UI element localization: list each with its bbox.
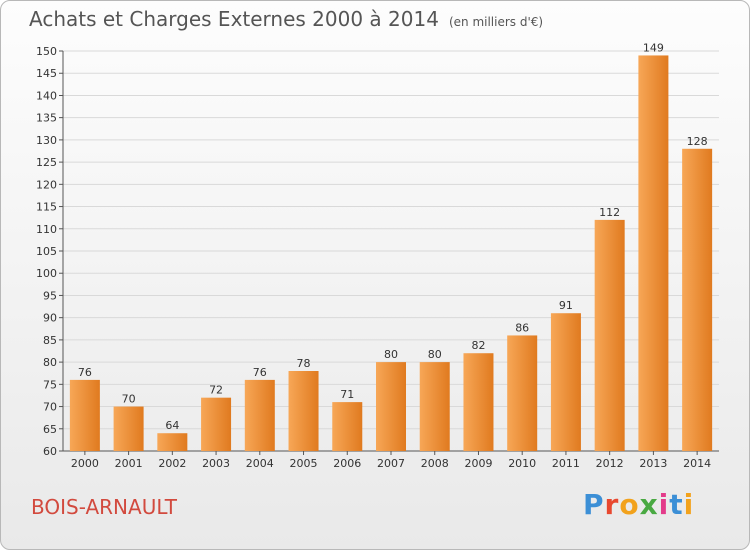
data-label-2006: 71 bbox=[340, 388, 354, 401]
y-tick-label: 75 bbox=[43, 378, 57, 391]
data-label-2010: 86 bbox=[515, 321, 529, 334]
x-tick-label-2006: 2006 bbox=[333, 457, 361, 470]
bar-2013 bbox=[638, 55, 669, 451]
data-label-2014: 128 bbox=[687, 135, 708, 148]
logo-letter: x bbox=[639, 488, 659, 521]
x-tick-label-2005: 2005 bbox=[290, 457, 318, 470]
bar-2003 bbox=[201, 397, 232, 451]
logo-letter: P bbox=[583, 488, 605, 521]
x-tick-label-2000: 2000 bbox=[71, 457, 99, 470]
x-tick-label-2001: 2001 bbox=[115, 457, 143, 470]
bar-2002 bbox=[157, 433, 188, 451]
y-tick-label: 120 bbox=[36, 178, 57, 191]
logo-letter: r bbox=[604, 488, 620, 521]
bar-2010 bbox=[507, 335, 538, 451]
bars bbox=[69, 55, 713, 451]
bar-2007 bbox=[376, 362, 406, 451]
logo-letter: i bbox=[658, 488, 670, 521]
data-label-2013: 149 bbox=[643, 41, 664, 54]
y-tick-label: 125 bbox=[36, 156, 57, 169]
y-tick-label: 115 bbox=[36, 201, 57, 214]
y-tick-label: 65 bbox=[43, 423, 57, 436]
y-tick-label: 85 bbox=[43, 334, 57, 347]
y-tick-label: 150 bbox=[36, 45, 57, 58]
y-tick-label: 100 bbox=[36, 267, 57, 280]
data-label-2003: 72 bbox=[209, 384, 223, 397]
y-tick-label: 105 bbox=[36, 245, 57, 258]
bar-2011 bbox=[550, 313, 581, 451]
x-tick-label-2002: 2002 bbox=[158, 457, 186, 470]
bar-2005 bbox=[288, 371, 319, 451]
bar-2009 bbox=[463, 353, 494, 451]
x-tick-label-2004: 2004 bbox=[246, 457, 274, 470]
logo-letter: o bbox=[619, 488, 640, 521]
data-label-2002: 64 bbox=[165, 419, 179, 432]
labels: 60 65 70 75 80 85 90 95 100 105 110 115 120 125 130 135… bbox=[36, 41, 711, 470]
bar-2004 bbox=[244, 379, 275, 451]
bar-2014 bbox=[682, 148, 713, 451]
y-tick-label: 60 bbox=[43, 445, 57, 458]
y-tick-label: 95 bbox=[43, 289, 57, 302]
logo-letter: i bbox=[683, 488, 695, 521]
data-label-2004: 76 bbox=[253, 366, 267, 379]
x-tick-label-2012: 2012 bbox=[596, 457, 624, 470]
bar-2012 bbox=[594, 219, 625, 451]
logo-letter: t bbox=[669, 488, 684, 521]
chart-title: Achats et Charges Externes 2000 à 2014 (e… bbox=[29, 7, 543, 31]
x-tick-label-2009: 2009 bbox=[464, 457, 492, 470]
data-label-2007: 80 bbox=[384, 348, 398, 361]
y-tick-label: 90 bbox=[43, 312, 57, 325]
bar-2006 bbox=[332, 402, 363, 451]
y-tick-label: 145 bbox=[36, 67, 57, 80]
bar-2000 bbox=[69, 379, 100, 451]
x-tick-label-2007: 2007 bbox=[377, 457, 405, 470]
data-label-2001: 70 bbox=[122, 393, 136, 406]
x-tick-label-2014: 2014 bbox=[683, 457, 711, 470]
bar-2008 bbox=[419, 362, 450, 451]
x-tick-label-2003: 2003 bbox=[202, 457, 230, 470]
y-tick-label: 110 bbox=[36, 223, 57, 236]
x-tick-label-2010: 2010 bbox=[508, 457, 536, 470]
y-tick-label: 80 bbox=[43, 356, 57, 369]
x-tick-label-2008: 2008 bbox=[421, 457, 449, 470]
proxiti-logo: Proxiti bbox=[583, 488, 694, 521]
chart-subtitle: (en milliers d'€) bbox=[448, 15, 544, 29]
data-label-2011: 91 bbox=[559, 299, 573, 312]
data-label-2008: 80 bbox=[428, 348, 442, 361]
y-tick-label: 135 bbox=[36, 112, 57, 125]
y-tick-label: 130 bbox=[36, 134, 57, 147]
commune-name: BOIS-ARNAULT bbox=[31, 495, 177, 519]
data-label-2005: 78 bbox=[297, 357, 311, 370]
y-tick-label: 140 bbox=[36, 89, 57, 102]
data-label-2012: 112 bbox=[599, 206, 620, 219]
bar-2001 bbox=[113, 406, 144, 451]
x-tick-label-2011: 2011 bbox=[552, 457, 580, 470]
y-tick-label: 70 bbox=[43, 401, 57, 414]
chart-title-text: Achats et Charges Externes 2000 à 2014 bbox=[29, 7, 439, 31]
x-tick-label-2013: 2013 bbox=[639, 457, 667, 470]
data-label-2009: 82 bbox=[471, 339, 485, 352]
data-label-2000: 76 bbox=[78, 366, 92, 379]
